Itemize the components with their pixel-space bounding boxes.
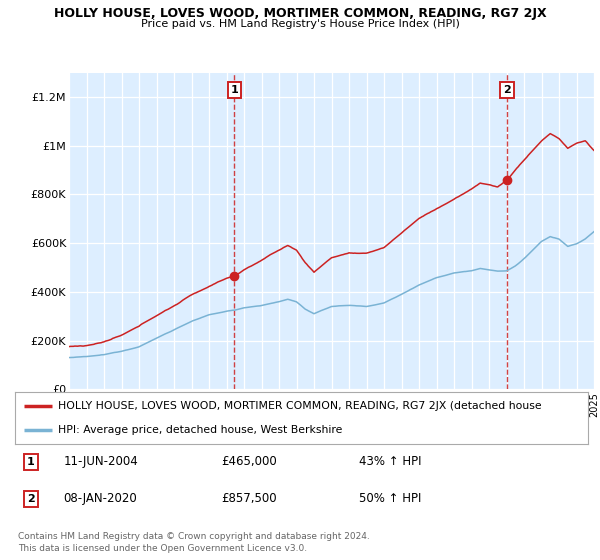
Text: 1: 1 (27, 457, 35, 467)
Text: Price paid vs. HM Land Registry's House Price Index (HPI): Price paid vs. HM Land Registry's House … (140, 19, 460, 29)
Text: HOLLY HOUSE, LOVES WOOD, MORTIMER COMMON, READING, RG7 2JX: HOLLY HOUSE, LOVES WOOD, MORTIMER COMMON… (53, 7, 547, 20)
Text: 50% ↑ HPI: 50% ↑ HPI (359, 492, 421, 505)
Text: 08-JAN-2020: 08-JAN-2020 (64, 492, 137, 505)
Text: Contains HM Land Registry data © Crown copyright and database right 2024.
This d: Contains HM Land Registry data © Crown c… (18, 533, 370, 553)
Text: £857,500: £857,500 (221, 492, 277, 505)
Text: 2: 2 (27, 494, 35, 504)
Text: 43% ↑ HPI: 43% ↑ HPI (359, 455, 421, 468)
Text: 1: 1 (230, 85, 238, 95)
Text: HPI: Average price, detached house, West Berkshire: HPI: Average price, detached house, West… (58, 424, 343, 435)
Text: 2: 2 (503, 85, 511, 95)
Text: £465,000: £465,000 (221, 455, 277, 468)
Text: HOLLY HOUSE, LOVES WOOD, MORTIMER COMMON, READING, RG7 2JX (detached house: HOLLY HOUSE, LOVES WOOD, MORTIMER COMMON… (58, 401, 542, 411)
Text: 11-JUN-2004: 11-JUN-2004 (64, 455, 139, 468)
